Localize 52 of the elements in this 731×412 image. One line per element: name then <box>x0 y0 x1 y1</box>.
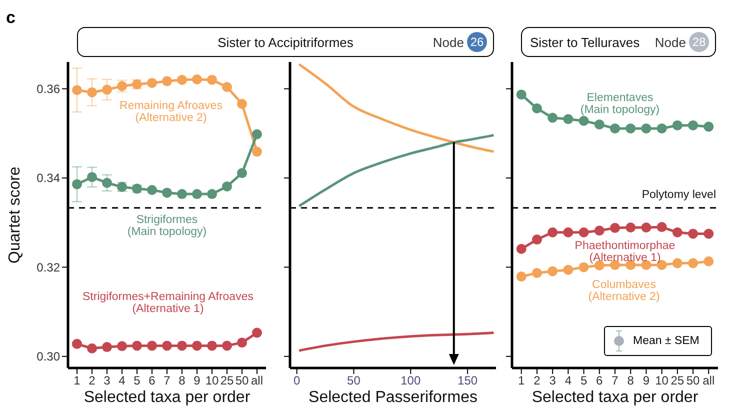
x-tick-label: 4 <box>118 374 126 388</box>
x-tick-label: 50 <box>347 374 361 388</box>
x-tick-label: 2 <box>534 374 541 388</box>
annotation: Mean ± SEM <box>633 335 700 347</box>
x-tick-label: 5 <box>134 374 141 388</box>
x-tick-label: 3 <box>549 374 556 388</box>
x-tick-label: 50 <box>686 374 700 388</box>
x-tick-label: 6 <box>596 374 604 388</box>
x-axis-title: Selected Passeriformes <box>308 389 478 406</box>
text: c <box>6 8 16 28</box>
x-tick-label: all <box>250 374 264 388</box>
x-tick-label: 25 <box>670 374 684 388</box>
series-label: Remaining Afroaves (Alternative 2) <box>118 100 224 124</box>
x-tick-label: 9 <box>194 374 201 388</box>
x-tick-label: 6 <box>148 374 156 388</box>
x-tick-label: 7 <box>612 374 619 388</box>
x-tick-label: all <box>702 374 715 388</box>
chart-title: Sister to Accipitriformes <box>218 35 354 50</box>
series-label: Phaethontimorphae (Alternative 1) <box>574 240 676 264</box>
series-label: Columbaves (Alternative 2) <box>587 279 661 303</box>
ref-line-label: Polytomy level <box>642 188 716 201</box>
y-axis-title: Quartet score <box>6 166 24 264</box>
x-tick-label: 1 <box>74 374 81 388</box>
x-tick-label: 25 <box>220 374 234 388</box>
x-tick-label: 5 <box>580 374 588 388</box>
key-box: Mean ± SEM <box>604 326 712 356</box>
x-tick-label: 50 <box>235 374 249 388</box>
x-tick-label: 10 <box>205 374 219 388</box>
chart-subtitle: Node 26 <box>432 34 485 52</box>
x-tick-label: 2 <box>88 374 96 388</box>
x-tick-label: 4 <box>564 374 572 388</box>
x-axis-title: Selected taxa per order <box>532 389 699 406</box>
series-label: Strigiformes+Remaining Afroaves (Alternative 1) <box>82 291 254 315</box>
chart-title: Sister to Telluraves <box>530 35 640 50</box>
series-label: Elementaves (Main topology) <box>579 92 661 116</box>
x-tick-label: 0 <box>293 374 300 388</box>
chart-subtitle: Node 28 <box>654 34 707 52</box>
x-tick-label: 7 <box>164 374 171 388</box>
y-tick-label: 0.36 <box>36 82 60 96</box>
x-tick-label: 150 <box>458 374 478 388</box>
series-label: Strigiformes (Main topology) <box>126 214 208 238</box>
y-tick-label: 0.34 <box>36 171 60 186</box>
y-tick-label: 0.32 <box>36 260 60 274</box>
y-tick-label: 0.30 <box>36 350 60 364</box>
x-tick-label: 100 <box>400 374 421 388</box>
x-tick-label: 1 <box>518 374 526 388</box>
x-tick-label: 10 <box>655 374 669 388</box>
x-tick-label: 8 <box>178 374 186 388</box>
x-tick-label: 9 <box>642 374 650 388</box>
x-axis-title: Selected taxa per order <box>84 389 251 406</box>
x-tick-label: 3 <box>104 374 111 388</box>
x-tick-label: 8 <box>627 374 634 388</box>
